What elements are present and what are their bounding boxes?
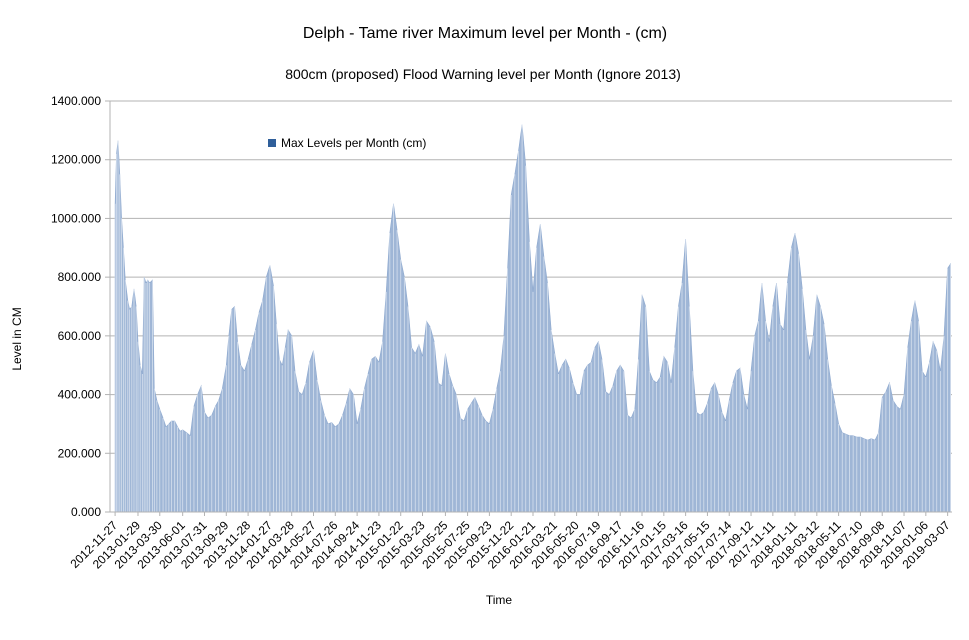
chart-subtitle: 800cm (proposed) Flood Warning level per… xyxy=(285,66,681,82)
chart-title: Delph - Tame river Maximum level per Mon… xyxy=(303,25,667,42)
y-axis-title: Level in CM xyxy=(10,307,24,370)
axes xyxy=(109,101,952,513)
series-max-levels xyxy=(114,124,951,513)
y-tick-label: 1200.000 xyxy=(51,153,101,167)
y-tick-label: 0.000 xyxy=(71,505,101,519)
y-tick-label: 1000.000 xyxy=(51,211,101,225)
legend: Max Levels per Month (cm) xyxy=(268,136,426,150)
legend-swatch xyxy=(268,139,276,147)
y-tick-label: 1400.000 xyxy=(51,94,101,108)
y-tick-label: 800.000 xyxy=(58,270,102,284)
y-tick-label: 400.000 xyxy=(58,388,102,402)
x-axis-title: Time xyxy=(486,593,513,607)
legend-label: Max Levels per Month (cm) xyxy=(281,136,426,150)
x-axis: 2012-11-272013-01-292013-03-302013-06-01… xyxy=(68,512,953,572)
y-axis: 0.000 200.000 400.000 600.000 800.000 1000.00… xyxy=(51,94,110,519)
y-tick-label: 600.000 xyxy=(58,329,102,343)
y-tick-label: 200.000 xyxy=(58,446,102,460)
